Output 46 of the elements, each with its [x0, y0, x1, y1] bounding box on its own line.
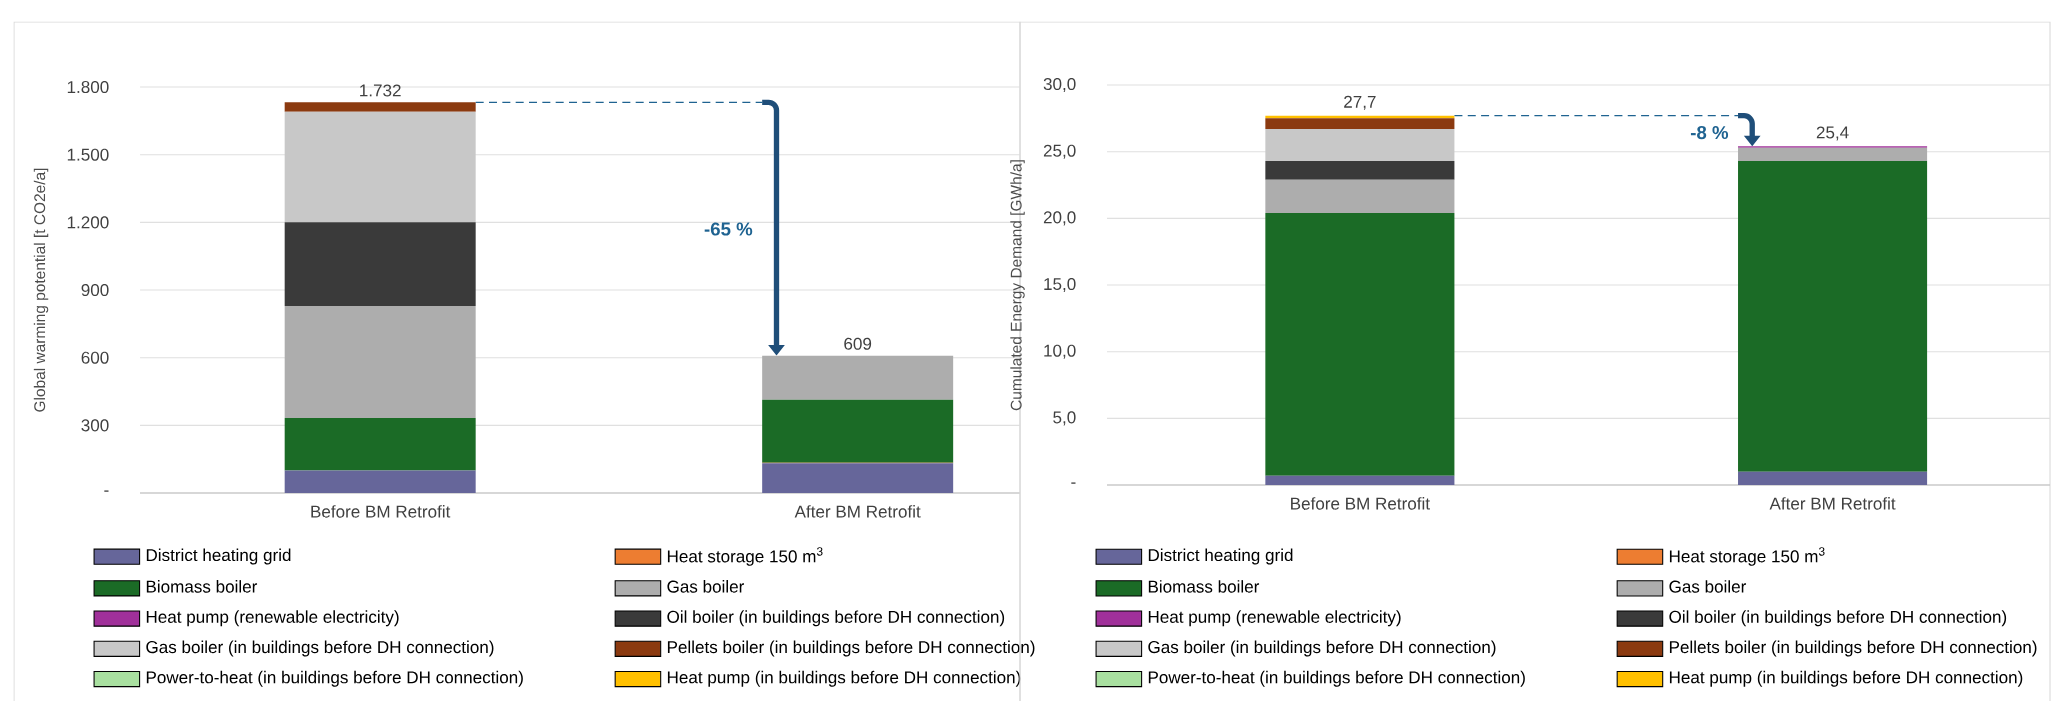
legend-label: Gas boiler	[667, 580, 745, 593]
legend-label: Oil boiler (in buildings before DH connection)	[667, 610, 1005, 627]
legend-label: Heat storage 150 m$^{3}$	[1669, 547, 1825, 566]
y-tick-label: 1.800	[67, 80, 109, 94]
y-tick-label: 20,0	[1043, 211, 1076, 226]
x-tick-label: Before BM Retrofit	[1291, 497, 1430, 510]
y-tick-label: -	[104, 490, 109, 492]
legend-label: Gas boiler	[1669, 580, 1747, 593]
y-tick-label: 5,0	[1053, 411, 1076, 426]
legend-label: Heat pump (in buildings before DH connection)	[667, 670, 1021, 687]
y-tick-label: 25,0	[1043, 144, 1076, 159]
y-axis-title: Global warming potential [t CO2e/a]	[33, 168, 49, 412]
y-tick-label: 600	[81, 351, 109, 364]
legend-label: Pellets boiler (in buildings before DH connection)	[1669, 640, 2037, 657]
legend-label: District heating grid	[1148, 548, 1293, 565]
y-tick-label: 30,0	[1043, 77, 1076, 93]
total-label: 1.732	[360, 84, 401, 97]
x-tick-label: After BM Retrofit	[1769, 497, 1896, 510]
total-label: 27,7	[1344, 95, 1376, 110]
annotation: -8 %	[1690, 125, 1729, 140]
legend-label: Gas boiler (in buildings before DH connection)	[146, 640, 494, 657]
legend-label: Power-to-heat (in buildings before DH connection)	[146, 670, 523, 687]
total-label: 609	[844, 337, 872, 350]
total-label: 25,4	[1816, 126, 1849, 141]
legend-label: Biomass boiler	[1148, 580, 1260, 593]
y-tick-label: 300	[81, 419, 109, 432]
y-tick-label: 1.200	[67, 216, 109, 229]
legend-label: Heat pump (renewable electricity)	[146, 610, 399, 627]
legend-label: Pellets boiler (in buildings before DH connection)	[667, 640, 1035, 657]
legend-label: Heat storage 150 m$^{3}$	[667, 547, 823, 566]
legend-label: Heat pump (in buildings before DH connection)	[1669, 670, 2023, 687]
legend-label: Biomass boiler	[146, 580, 258, 593]
y-tick-label: 15,0	[1044, 277, 1076, 293]
legend-label: Gas boiler (in buildings before DH connection)	[1148, 640, 1496, 657]
legend-label: District heating grid	[146, 548, 291, 565]
y-tick-label: 10,0	[1044, 344, 1076, 359]
x-tick-label: After BM Retrofit	[794, 505, 921, 518]
legend-label: Heat pump (renewable electricity)	[1148, 610, 1401, 627]
y-tick-label: -	[1071, 482, 1076, 484]
annotation: -65 %	[704, 222, 753, 236]
y-tick-label: 900	[81, 283, 109, 297]
legend-label: Oil boiler (in buildings before DH connection)	[1669, 610, 2007, 627]
y-axis-title: Cumulated Energy Demand [GWh/a]	[1010, 160, 1025, 411]
x-tick-label: Before BM Retrofit	[311, 505, 451, 518]
y-tick-label: 1.500	[67, 148, 109, 161]
legend-label: Power-to-heat (in buildings before DH connection)	[1148, 670, 1525, 687]
